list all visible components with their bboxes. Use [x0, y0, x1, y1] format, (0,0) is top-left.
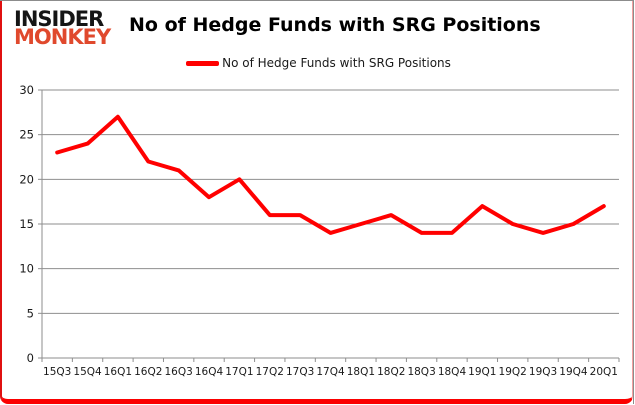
- line-chart-plot: 0 5 10 15 20 25 30 15Q3 15Q4 16Q1 16Q2 16Q3 16Q4 17Q1…: [19, 83, 620, 378]
- xtick-label-19Q1: 19Q1: [468, 366, 496, 378]
- xtick-label-15Q3: 15Q3: [43, 366, 71, 378]
- xtick-label-19Q4: 19Q4: [559, 366, 588, 378]
- ytick-label-20: 20: [19, 172, 34, 186]
- logo-word-monkey: MONKEY: [14, 25, 111, 50]
- ytick-label-0: 0: [27, 351, 34, 365]
- xtick-label-17Q2: 17Q2: [256, 366, 284, 378]
- xtick-label-19Q3: 19Q3: [529, 366, 557, 378]
- xtick-label-20Q1: 20Q1: [590, 366, 618, 378]
- logo-word-insider: INSIDER: [14, 7, 104, 31]
- xtick-label-16Q4: 16Q4: [195, 366, 224, 378]
- xtick-label-17Q4: 17Q4: [316, 366, 345, 378]
- ytick-label-10: 10: [19, 262, 34, 276]
- xtick-label-16Q2: 16Q2: [134, 366, 162, 378]
- xtick-label-18Q4: 18Q4: [438, 366, 467, 378]
- xtick-label-19Q2: 19Q2: [499, 366, 527, 378]
- chart-legend: No of Hedge Funds with SRG Positions: [2, 56, 633, 70]
- xtick-label-18Q2: 18Q2: [377, 366, 405, 378]
- ytick-label-5: 5: [27, 306, 34, 320]
- ytick-label-15: 15: [19, 217, 34, 231]
- legend-line-marker: [186, 60, 220, 66]
- xtick-label-15Q4: 15Q4: [73, 366, 102, 378]
- ytick-label-25: 25: [19, 128, 34, 142]
- xtick-label-17Q3: 17Q3: [286, 366, 314, 378]
- xtick-label-17Q1: 17Q1: [225, 366, 253, 378]
- insider-monkey-logo: INSIDER MONKEY: [14, 7, 111, 50]
- series-line-0: [55, 114, 606, 235]
- xtick-label-18Q3: 18Q3: [407, 366, 435, 378]
- legend-label: No of Hedge Funds with SRG Positions: [222, 56, 451, 70]
- xtick-label-16Q3: 16Q3: [165, 366, 193, 378]
- xtick-label-18Q1: 18Q1: [347, 366, 375, 378]
- chart-title: No of Hedge Funds with SRG Positions: [129, 14, 541, 36]
- xtick-label-16Q1: 16Q1: [104, 366, 132, 378]
- ytick-label-30: 30: [19, 83, 34, 97]
